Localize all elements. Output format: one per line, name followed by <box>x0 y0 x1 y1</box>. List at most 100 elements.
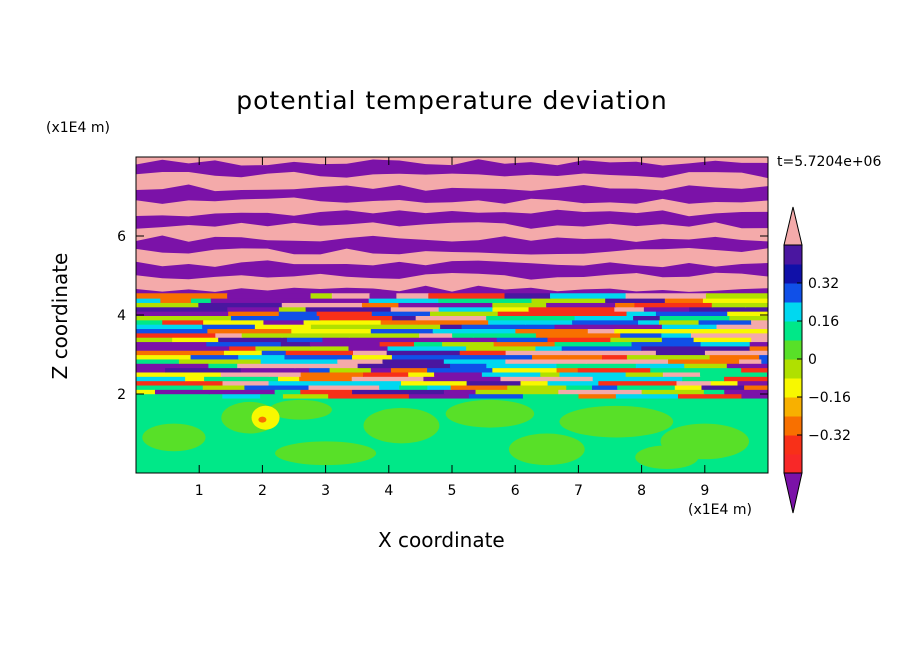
x-tick-label: 7 <box>574 483 583 499</box>
mid-strip <box>751 319 768 325</box>
mid-strip <box>547 380 600 386</box>
mid-strip <box>582 323 663 330</box>
mid-strip <box>550 293 627 299</box>
colorbar-tick-label: 0.32 <box>808 276 839 292</box>
mid-strip <box>408 371 436 377</box>
mid-strip <box>202 384 246 390</box>
mid-strip <box>136 306 229 312</box>
mid-strip <box>274 388 302 395</box>
mid-strip <box>558 354 604 360</box>
mid-strip <box>329 367 372 373</box>
colorbar: 0.32 0.16 0 −0.16 −0.32 <box>783 206 851 514</box>
mid-strip <box>136 393 224 399</box>
x-tick-label: 2 <box>258 483 267 499</box>
mid-strip <box>281 301 363 308</box>
mid-strip <box>758 332 768 338</box>
mid-strip <box>610 336 663 343</box>
x-axis-ticks: 1 2 3 4 5 6 7 8 9 <box>195 157 709 499</box>
mid-strip <box>223 349 263 356</box>
colorbar-level <box>784 435 802 455</box>
mid-strip <box>379 341 416 347</box>
mid-strip <box>436 354 509 360</box>
mid-strip <box>190 354 240 360</box>
mid-strip <box>587 328 616 334</box>
mid-strip <box>547 336 612 343</box>
mid-strip <box>659 315 697 321</box>
mid-strip <box>222 393 262 399</box>
mid-strip <box>208 388 276 395</box>
mid-strip <box>556 367 579 373</box>
mid-strip <box>299 375 353 382</box>
mid-strip <box>427 367 494 373</box>
mid-strip <box>745 301 768 308</box>
mid-strip <box>724 375 768 382</box>
mid-strip <box>703 388 726 395</box>
mid-strip <box>268 380 324 386</box>
mid-strip <box>741 367 768 373</box>
mid-strip <box>136 301 200 308</box>
mid-strip <box>379 384 401 390</box>
mid-strip <box>602 354 628 360</box>
mid-strip <box>500 375 594 382</box>
mid-strip <box>390 306 440 312</box>
mid-strip <box>287 336 324 343</box>
mid-strip <box>486 362 558 369</box>
mid-strip <box>452 332 474 338</box>
mid-strip <box>432 328 517 334</box>
colorbar-top-arrow <box>783 206 803 246</box>
mid-strip <box>303 319 382 325</box>
mid-strip <box>672 341 702 347</box>
mid-strip <box>370 367 392 373</box>
mid-strip <box>136 336 174 343</box>
mid-strip <box>392 315 417 321</box>
mid-strip <box>585 358 670 364</box>
x-tick-label: 4 <box>384 483 393 499</box>
mid-strip <box>676 380 712 386</box>
y-tick-label: 4 <box>117 308 126 324</box>
mid-strip <box>459 349 507 356</box>
time-label: t=5.7204e+06 <box>777 154 882 170</box>
mid-strip <box>568 349 657 356</box>
mid-strip <box>136 328 209 334</box>
colorbar-level <box>784 340 802 360</box>
mid-strip <box>136 349 225 356</box>
mid-strip <box>162 319 205 325</box>
mid-strip <box>309 341 381 347</box>
mid-strip <box>466 380 522 386</box>
colorbar-level <box>784 245 802 265</box>
mid-strip <box>322 336 417 343</box>
lower-patch <box>445 399 535 428</box>
colorbar-bottom-arrow <box>783 472 803 514</box>
mid-strip <box>634 301 713 308</box>
mid-strip <box>370 328 434 334</box>
mid-strip <box>398 301 494 308</box>
mid-strip <box>767 371 768 377</box>
mid-strip <box>615 393 679 399</box>
mid-strip <box>554 323 584 330</box>
mid-strip <box>337 358 384 364</box>
mid-strip <box>305 306 392 312</box>
mid-strip <box>280 341 311 347</box>
mid-strip <box>507 384 568 390</box>
mid-strip <box>625 371 664 377</box>
mid-strip <box>282 393 330 399</box>
mid-strip <box>492 367 532 373</box>
mid-strip <box>278 306 307 312</box>
colorbar-level <box>784 264 802 284</box>
y-tick-label: 6 <box>117 229 126 245</box>
mid-strip <box>415 315 488 321</box>
mid-strip <box>614 306 645 312</box>
mid-strip <box>175 315 232 321</box>
mid-strip <box>682 375 726 382</box>
purple-band <box>136 235 768 255</box>
mid-strip <box>739 358 763 364</box>
mid-strip <box>227 306 280 312</box>
mid-strip <box>761 358 768 364</box>
mid-strip <box>291 328 372 334</box>
mid-strip <box>626 354 711 360</box>
colorbar-tick-label: 0.16 <box>808 314 839 330</box>
mid-strip <box>690 332 760 338</box>
mid-strip <box>237 362 296 369</box>
mid-strip <box>198 301 283 308</box>
mid-strip <box>674 384 703 390</box>
